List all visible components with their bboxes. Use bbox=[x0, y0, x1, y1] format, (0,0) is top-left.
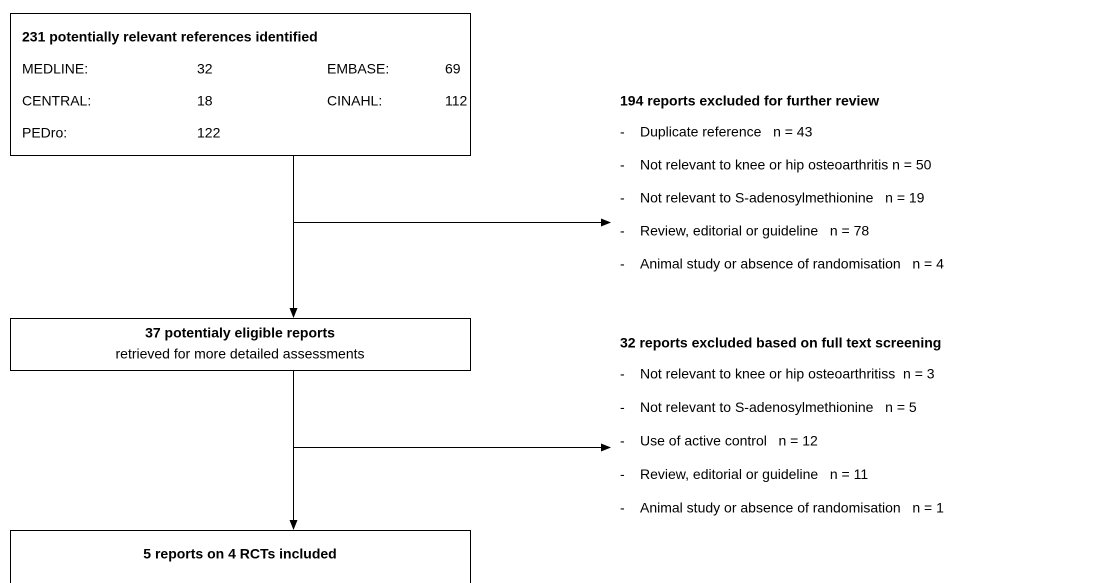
source-name: CENTRAL: bbox=[22, 93, 91, 109]
source-name: PEDro: bbox=[22, 125, 67, 141]
box-title: 37 potentialy eligible reports bbox=[145, 325, 335, 341]
box-title: 231 potentially relevant references iden… bbox=[22, 29, 318, 45]
exclusion-item: Use of active control n = 12 bbox=[640, 433, 818, 449]
exclusion-title: 32 reports excluded based on full text s… bbox=[620, 335, 941, 351]
exclusion-item: Animal study or absence of randomisation… bbox=[640, 500, 944, 516]
source-count: 112 bbox=[445, 93, 468, 109]
source-name: CINAHL: bbox=[327, 93, 382, 109]
bullet: - bbox=[620, 190, 625, 206]
bullet: - bbox=[620, 256, 625, 272]
box bbox=[10, 530, 471, 583]
source-count: 122 bbox=[197, 125, 221, 141]
bullet: - bbox=[620, 433, 625, 449]
exclusion-item: Not relevant to S-adenosylmethionine n =… bbox=[640, 190, 925, 206]
source-name: EMBASE: bbox=[327, 61, 389, 77]
exclusion-title: 194 reports excluded for further review bbox=[620, 93, 879, 109]
exclusion-item: Review, editorial or guideline n = 11 bbox=[640, 466, 868, 482]
bullet: - bbox=[620, 223, 625, 239]
box bbox=[10, 318, 471, 371]
bullet: - bbox=[620, 366, 625, 382]
exclusion-item: Animal study or absence of randomisation… bbox=[640, 256, 944, 272]
bullet: - bbox=[620, 500, 625, 516]
bullet: - bbox=[620, 466, 625, 482]
box bbox=[10, 13, 471, 156]
source-count: 69 bbox=[445, 61, 461, 77]
bullet: - bbox=[620, 399, 625, 415]
box-subtitle: retrieved for more detailed assessments bbox=[116, 346, 365, 362]
bullet: - bbox=[620, 157, 625, 173]
source-name: MEDLINE: bbox=[22, 61, 88, 77]
bullet: - bbox=[620, 124, 625, 140]
exclusion-item: Review, editorial or guideline n = 78 bbox=[640, 223, 869, 239]
source-count: 32 bbox=[197, 61, 213, 77]
exclusion-item: Not relevant to S-adenosylmethionine n =… bbox=[640, 399, 917, 415]
exclusion-item: Not relevant to knee or hip osteoarthrit… bbox=[640, 366, 935, 382]
exclusion-item: Not relevant to knee or hip osteoarthrit… bbox=[640, 157, 932, 173]
box-title: 5 reports on 4 RCTs included bbox=[143, 546, 336, 562]
exclusion-item: Duplicate reference n = 43 bbox=[640, 124, 813, 140]
source-count: 18 bbox=[197, 93, 213, 109]
